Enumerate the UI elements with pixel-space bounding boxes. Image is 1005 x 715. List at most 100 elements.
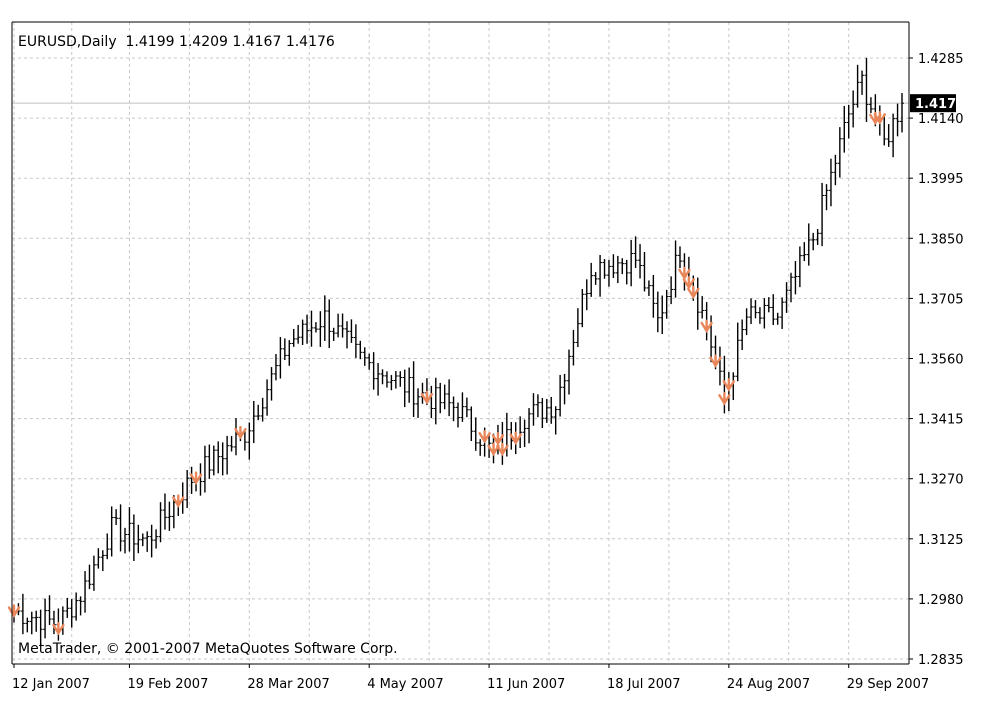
ohlc-bar (868, 97, 873, 114)
ohlc-bar (806, 223, 811, 266)
signal-marker-shape (709, 354, 722, 368)
y-tick-label: 1.4140 (918, 112, 964, 127)
signal-marker (700, 319, 713, 334)
ohlc-bar (358, 340, 363, 360)
ohlc-bar (145, 531, 150, 552)
ohlc-bar (886, 124, 891, 147)
ohlc-bar (664, 289, 669, 319)
ohlc-bar (735, 322, 740, 382)
ohlc-bar (416, 388, 421, 418)
ohlc-bar (580, 289, 585, 328)
ohlc-bar (207, 444, 212, 479)
ohlc-bar (296, 324, 301, 344)
signal-marker (496, 442, 509, 457)
x-tick-label: 24 Aug 2007 (727, 677, 810, 692)
chart-title: EURUSD,Daily 1.4199 1.4209 1.4167 1.4176 (18, 34, 335, 50)
ohlc-bar (544, 398, 549, 423)
ohlc-bar (300, 319, 305, 345)
x-tick-label: 4 May 2007 (367, 677, 444, 692)
ohlc-bar (678, 246, 682, 269)
ohlc-bar (291, 328, 296, 347)
signal-marker-shape (700, 319, 713, 334)
ohlc-bar (318, 311, 323, 347)
current-price-tag: 1.4176 (910, 94, 965, 113)
ohlc-bar (273, 354, 278, 381)
ohlc-bar (842, 106, 847, 153)
ohlc-bar (118, 504, 123, 552)
ohlc-bar (340, 313, 345, 338)
ohlc-bar (456, 402, 460, 428)
ohlc-bar (69, 599, 74, 628)
ohlc-bar (29, 611, 34, 635)
ohlc-bar (553, 406, 558, 435)
ohlc-bar (451, 396, 456, 422)
ohlc-bar (793, 261, 798, 295)
ohlc-bar (349, 319, 354, 343)
signal-marker-shape (718, 392, 731, 406)
ohlc-bar (646, 280, 651, 296)
ohlc-bar (345, 321, 349, 349)
y-tick-label: 1.3560 (918, 353, 964, 368)
ohlc-bar (820, 182, 825, 247)
ohlc-bar (633, 236, 638, 268)
ohlc-bar (757, 307, 762, 324)
ohlc-bar (216, 441, 221, 474)
ohlc-bar (891, 113, 896, 158)
ohlc-bar (598, 254, 603, 297)
ohlc-bar (131, 514, 136, 561)
ohlc-bar (371, 352, 376, 390)
ohlc-bar (762, 298, 767, 329)
ohlc-bar (398, 371, 403, 387)
ohlc-bar (611, 254, 616, 278)
ohlc-bar (860, 70, 865, 95)
ohlc-bar (837, 127, 842, 178)
ohlc-bar (407, 367, 412, 403)
ohlc-bar (864, 57, 869, 122)
ohlc-bar (402, 369, 407, 408)
ohlc-bar (589, 262, 594, 297)
ohlc-bar (78, 596, 83, 616)
ohlc-bar (660, 295, 665, 335)
ohlc-bar (87, 564, 92, 590)
ohlc-bar (828, 158, 833, 207)
ohlc-bar (287, 340, 292, 366)
signal-marker-shape (420, 390, 434, 405)
signal-marker-shape (7, 604, 21, 618)
ohlc-bar (149, 524, 154, 558)
y-tick-label: 1.2980 (918, 593, 964, 608)
x-tick-label: 11 Jun 2007 (487, 677, 565, 692)
ohlc-bar (282, 338, 287, 361)
signal-marker-shape (496, 442, 509, 457)
ohlc-bar (567, 349, 571, 395)
ohlc-bar (265, 379, 270, 416)
ohlc-bar (20, 593, 25, 635)
ohlc-bar (558, 374, 563, 417)
x-tick-label: 19 Feb 2007 (127, 677, 208, 692)
ohlc-bar (433, 377, 438, 425)
ohlc-bar (158, 502, 163, 543)
ohlc-bar (211, 445, 216, 476)
ohlc-bar (593, 272, 598, 285)
ohlc-bar (220, 442, 225, 476)
ohlc-bar (780, 297, 785, 329)
signal-marker (234, 425, 247, 440)
copyright-notice: MetaTrader, © 2001-2007 MetaQuotes Softw… (18, 641, 398, 657)
ohlc-bar (744, 308, 749, 336)
ohlc-bar (749, 298, 754, 325)
ohlc-bar (100, 550, 105, 572)
signal-marker (722, 378, 736, 392)
ohlc-bar (331, 327, 336, 341)
signal-marker-shape (873, 111, 886, 125)
ohlc-bar (522, 419, 527, 448)
ohlc-bar (162, 493, 167, 530)
x-tick-label: 12 Jan 2007 (12, 677, 90, 692)
y-tick-labels: 1.4285 1.4140 1.3995 1.3850 1.3705 1.3560 1.34… (909, 52, 964, 668)
ohlc-bar (535, 394, 540, 418)
ohlc-bar (136, 524, 141, 554)
y-tick-label: 1.3705 (918, 292, 964, 307)
ohlc-bar (651, 274, 656, 318)
ohlc-bar (797, 246, 802, 288)
